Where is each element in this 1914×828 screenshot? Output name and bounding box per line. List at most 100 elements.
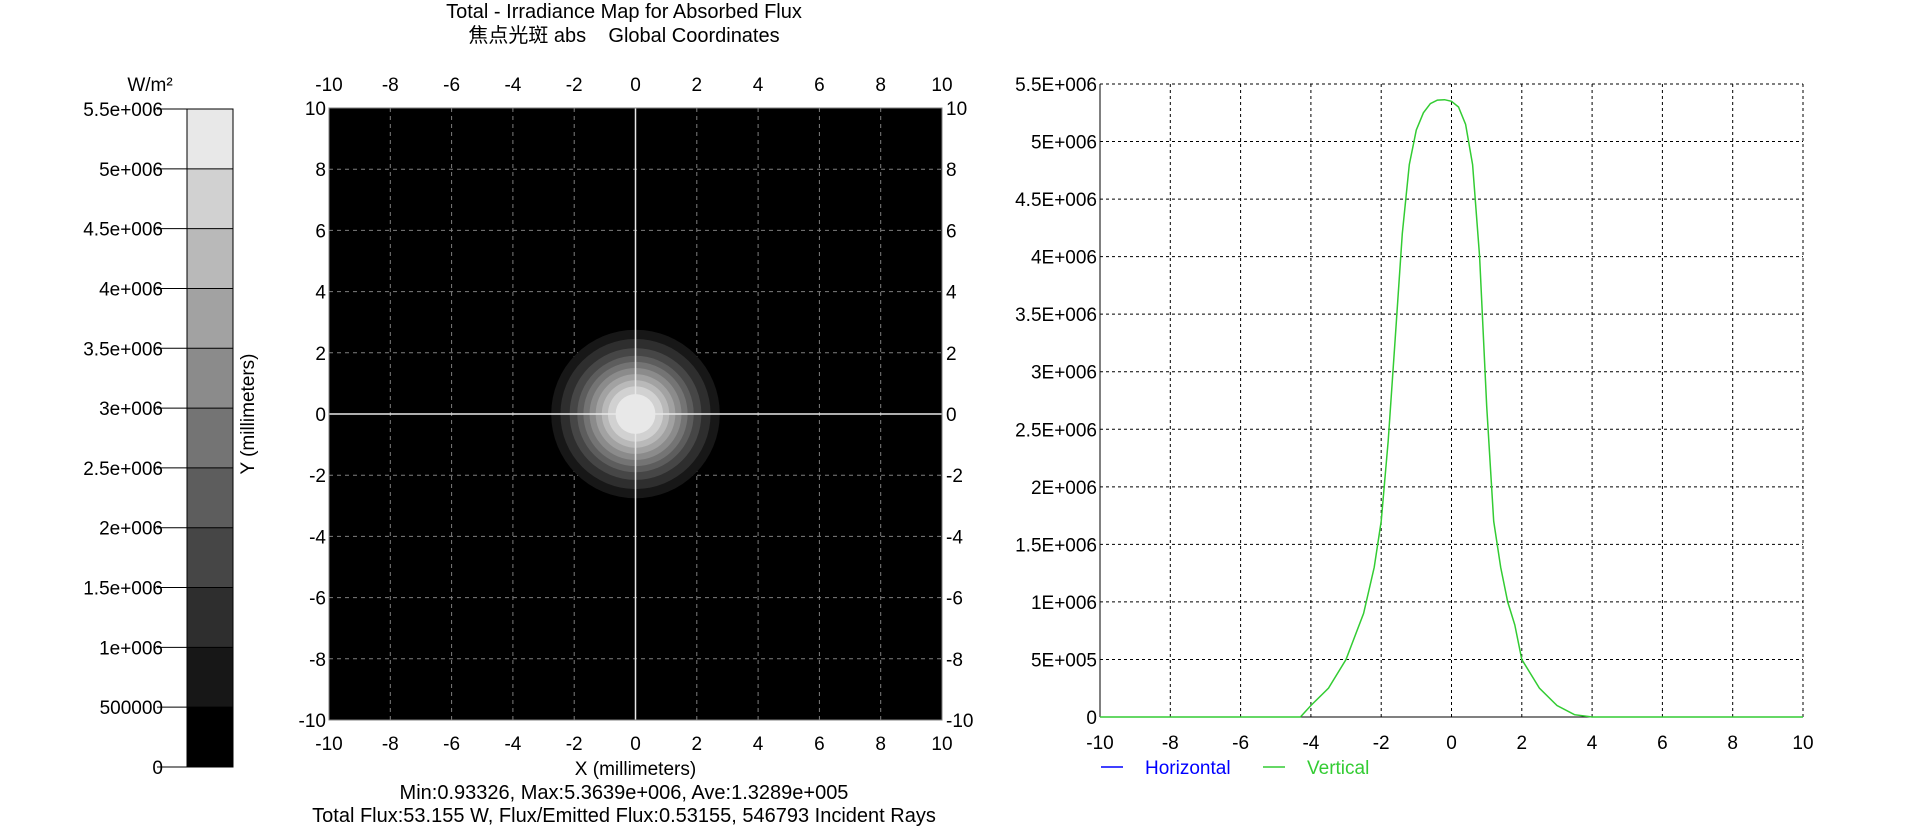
map-left-tick-label: 6	[315, 221, 326, 242]
line-x-tick-label: 8	[1727, 733, 1738, 754]
line-y-tick-label: 4E+006	[1031, 248, 1097, 269]
colorbar-tick-label: 5e+006	[99, 160, 163, 181]
map-x-axis-label: X (millimeters)	[575, 759, 696, 780]
map-top-tick-label: -4	[504, 75, 521, 96]
map-right-tick-label: -8	[946, 650, 963, 671]
colorbar-band	[187, 647, 233, 708]
map-top-tick-label: 6	[814, 75, 825, 96]
line-y-tick-label: 1E+006	[1031, 593, 1097, 614]
map-left-tick-label: 10	[305, 99, 326, 120]
legend-label-horizontal: Horizontal	[1145, 758, 1231, 779]
map-left-tick-label: 0	[315, 405, 326, 426]
colorbar-unit-label: W/m²	[127, 75, 172, 96]
line-x-tick-label: -4	[1302, 733, 1319, 754]
map-left-tick-label: 2	[315, 344, 326, 365]
series-line-vertical	[1100, 98, 1803, 718]
colorbar-tick-label: 4.5e+006	[83, 220, 163, 241]
colorbar-band	[187, 587, 233, 648]
colorbar-tick-label: 3.5e+006	[83, 339, 163, 360]
map-right-tick-label: 0	[946, 405, 957, 426]
map-top-tick-label: 4	[753, 75, 764, 96]
map-top-tick-label: -6	[443, 75, 460, 96]
map-top-tick-label: 2	[692, 75, 703, 96]
colorbar-tick-label: 500000	[100, 698, 163, 719]
line-x-tick-label: -6	[1232, 733, 1249, 754]
map-right-tick-label: 2	[946, 344, 957, 365]
colorbar-tick-label: 4e+006	[99, 279, 163, 300]
map-left-tick-label: 4	[315, 283, 326, 304]
map-top-tick-label: 0	[630, 75, 641, 96]
irradiance-map: -10-10-8-8-6-6-4-4-2-200224466881010-10-…	[238, 75, 973, 780]
line-y-tick-label: 2.5E+006	[1015, 420, 1097, 441]
colorbar-tick-label: 5.5e+006	[83, 100, 163, 121]
map-frame	[328, 107, 943, 721]
map-bottom-tick-label: -8	[382, 734, 399, 755]
line-y-tick-label: 3E+006	[1031, 363, 1097, 384]
line-y-tick-label: 5E+006	[1031, 133, 1097, 154]
colorbar-band	[187, 168, 233, 229]
line-y-tick-label: 5.5E+006	[1015, 75, 1097, 96]
colorbar-band	[187, 408, 233, 468]
profile-line-chart: -10 -8 -6 -4 -2 0 2 4 6 8 10 0 5E+005 1E+006 1.5E+006 2…	[1015, 75, 1813, 779]
colorbar-tick-label: 1.5e+006	[83, 579, 163, 600]
map-bottom-tick-label: 0	[630, 734, 641, 755]
line-x-tick-label: -10	[1086, 733, 1113, 754]
colorbar-tick-label: 2e+006	[99, 519, 163, 540]
map-bottom-tick-label: 6	[814, 734, 825, 755]
map-right-tick-label: 4	[946, 283, 957, 304]
map-top-tick-label: 8	[875, 75, 886, 96]
colorbar: 0 500000 1e+006 1.5e+006 2e+006 2.5e+006 3e+00…	[83, 75, 234, 779]
map-left-tick-label: 8	[315, 160, 326, 181]
chart-title: Total - Irradiance Map for Absorbed Flux	[446, 1, 802, 23]
map-right-tick-label: 8	[946, 160, 957, 181]
colorbar-tick-label: 3e+006	[99, 399, 163, 420]
legend-label-vertical: Vertical	[1307, 758, 1369, 779]
map-left-tick-label: -4	[309, 527, 326, 548]
map-right-tick-label: -4	[946, 527, 963, 548]
map-bottom-tick-label: -6	[443, 734, 460, 755]
map-left-tick-label: -6	[309, 589, 326, 610]
chart-subtitle: 焦点光斑 abs Global Coordinates	[468, 25, 780, 47]
colorbar-band	[187, 527, 233, 588]
line-x-tick-label: 4	[1587, 733, 1598, 754]
map-y-axis-label: Y (millimeters)	[238, 353, 259, 474]
map-right-tick-label: -2	[946, 466, 963, 487]
line-x-tick-label: 10	[1792, 733, 1813, 754]
map-top-tick-label: -10	[315, 75, 342, 96]
flux-line: Total Flux:53.155 W, Flux/Emitted Flux:0…	[312, 805, 936, 827]
line-y-tick-label: 5E+005	[1031, 650, 1097, 671]
line-y-tick-label: 2E+006	[1031, 478, 1097, 499]
map-top-tick-label: -2	[566, 75, 583, 96]
map-right-tick-label: -6	[946, 589, 963, 610]
line-x-tick-label: 6	[1657, 733, 1668, 754]
map-left-tick-label: -10	[299, 711, 326, 732]
colorbar-tick-label: 0	[152, 758, 163, 779]
map-right-tick-label: 10	[946, 99, 967, 120]
map-bottom-tick-label: 4	[753, 734, 764, 755]
map-left-tick-label: -8	[309, 650, 326, 671]
map-right-tick-label: -10	[946, 711, 973, 732]
map-right-tick-label: 6	[946, 221, 957, 242]
line-y-tick-label: 4.5E+006	[1015, 190, 1097, 211]
map-bottom-tick-label: -4	[504, 734, 521, 755]
colorbar-band	[187, 467, 233, 528]
line-y-tick-label: 0	[1086, 708, 1097, 729]
map-bottom-tick-label: -2	[566, 734, 583, 755]
line-y-tick-label: 1.5E+006	[1015, 535, 1097, 556]
colorbar-band	[187, 228, 233, 289]
line-y-tick-label: 3.5E+006	[1015, 305, 1097, 326]
line-x-tick-label: 2	[1517, 733, 1528, 754]
map-left-tick-label: -2	[309, 466, 326, 487]
line-x-tick-label: -8	[1162, 733, 1179, 754]
map-bottom-tick-label: -10	[315, 734, 342, 755]
map-top-tick-label: 10	[931, 75, 952, 96]
stats-line: Min:0.93326, Max:5.3639e+006, Ave:1.3289…	[399, 782, 849, 804]
colorbar-band	[187, 288, 233, 349]
colorbar-band	[187, 109, 233, 169]
colorbar-band	[187, 348, 233, 409]
map-top-tick-label: -8	[382, 75, 399, 96]
colorbar-tick-label: 2.5e+006	[83, 459, 163, 480]
colorbar-tick-label: 1e+006	[99, 638, 163, 659]
colorbar-band	[187, 707, 233, 767]
